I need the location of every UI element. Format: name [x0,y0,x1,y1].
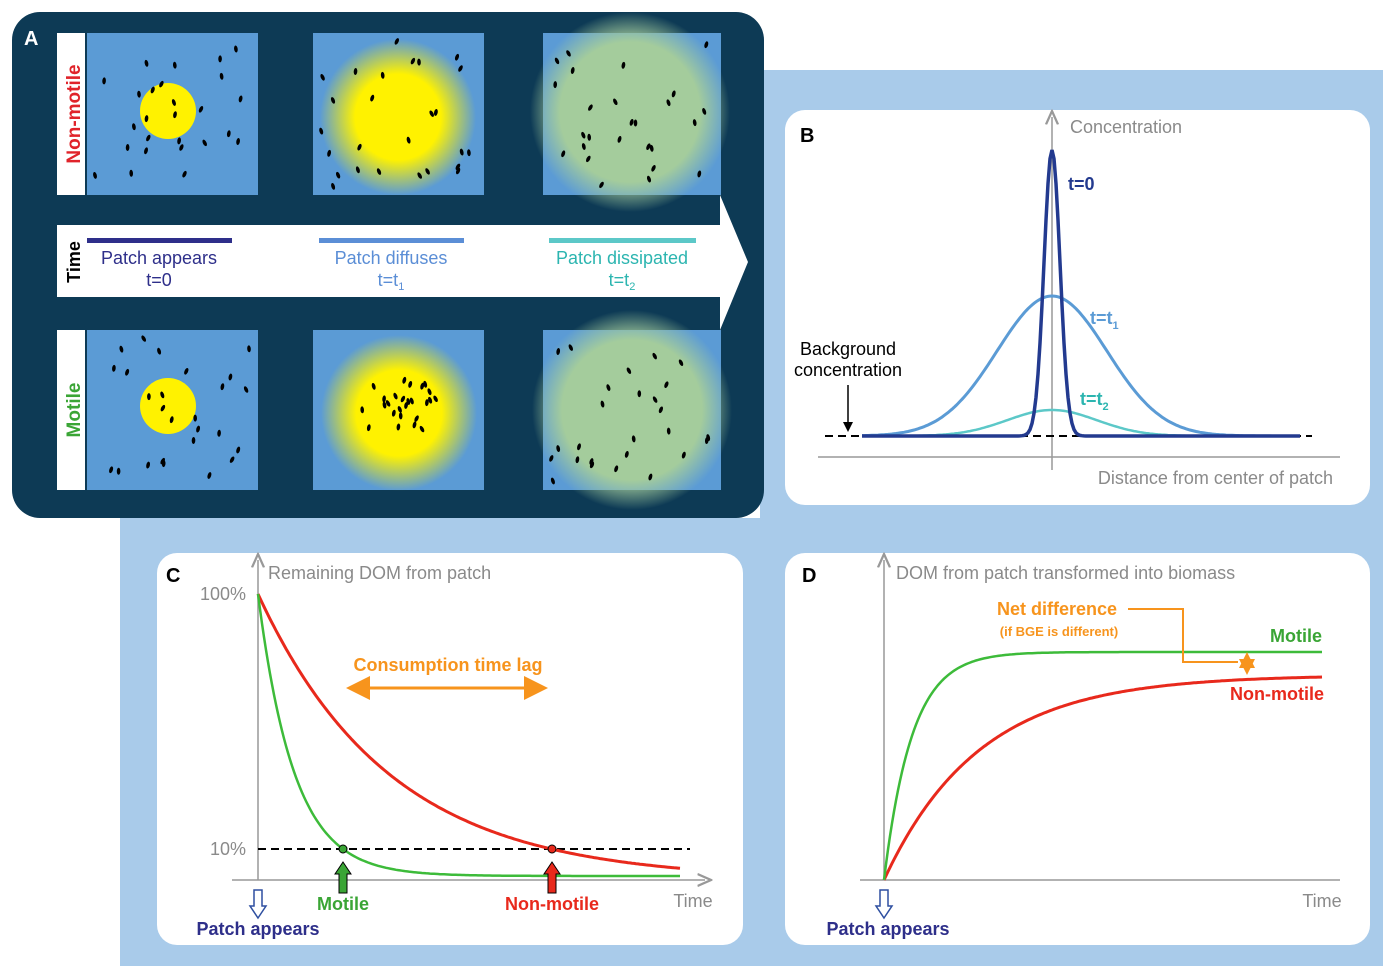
stage-bar [87,238,232,243]
curve-label: Motile [317,894,369,914]
panel-label: C [166,565,180,587]
crossing [548,845,556,853]
patch [532,310,732,510]
annotation: concentration [794,360,902,380]
axis-title: DOM from patch transformed into biomass [896,563,1235,583]
stage-name: Patch dissipated [556,248,688,268]
curve-label: Motile [1270,626,1322,646]
annotation: Net difference [997,599,1117,619]
figure: A Non-motile Motile Time Patch appears t… [0,0,1383,966]
patch [321,335,477,491]
panel-label: B [800,125,814,147]
axis-title: Distance from center of patch [1098,468,1333,488]
axis-title: Time [1302,891,1341,911]
panel-c [157,553,743,945]
patch [530,12,730,212]
row-label: Non-motile [64,64,85,163]
patch [140,83,196,139]
row-label: Motile [64,383,85,438]
annotation: Background [800,339,896,359]
start-label: Patch appears [196,919,319,939]
axis-title: Remaining DOM from patch [268,563,491,583]
patch [320,39,476,195]
axis-title: Concentration [1070,117,1182,137]
cell [638,390,642,397]
annotation: (if BGE is different) [1000,624,1118,639]
stage-name: Patch appears [101,248,217,268]
cell [147,393,151,400]
patch [140,378,196,434]
stage-name: Patch diffuses [335,248,448,268]
stage-bar [319,238,464,243]
panel-label: A [24,28,38,50]
curve-label: Non-motile [505,894,599,914]
axis-title: Time [673,891,712,911]
panel-label: D [802,565,816,587]
crossing [339,845,347,853]
time-label: Time [64,241,84,283]
stage-bar [549,238,696,243]
panel-b [785,110,1370,505]
tick-label: 100% [200,584,246,604]
stage-time: t=0 [146,270,172,290]
start-label: Patch appears [826,919,949,939]
annotation: Consumption time lag [354,655,543,675]
cell [634,120,638,127]
curve-label: Non-motile [1230,684,1324,704]
tick-label: 10% [210,839,246,859]
curve-label: t=0 [1068,174,1095,194]
